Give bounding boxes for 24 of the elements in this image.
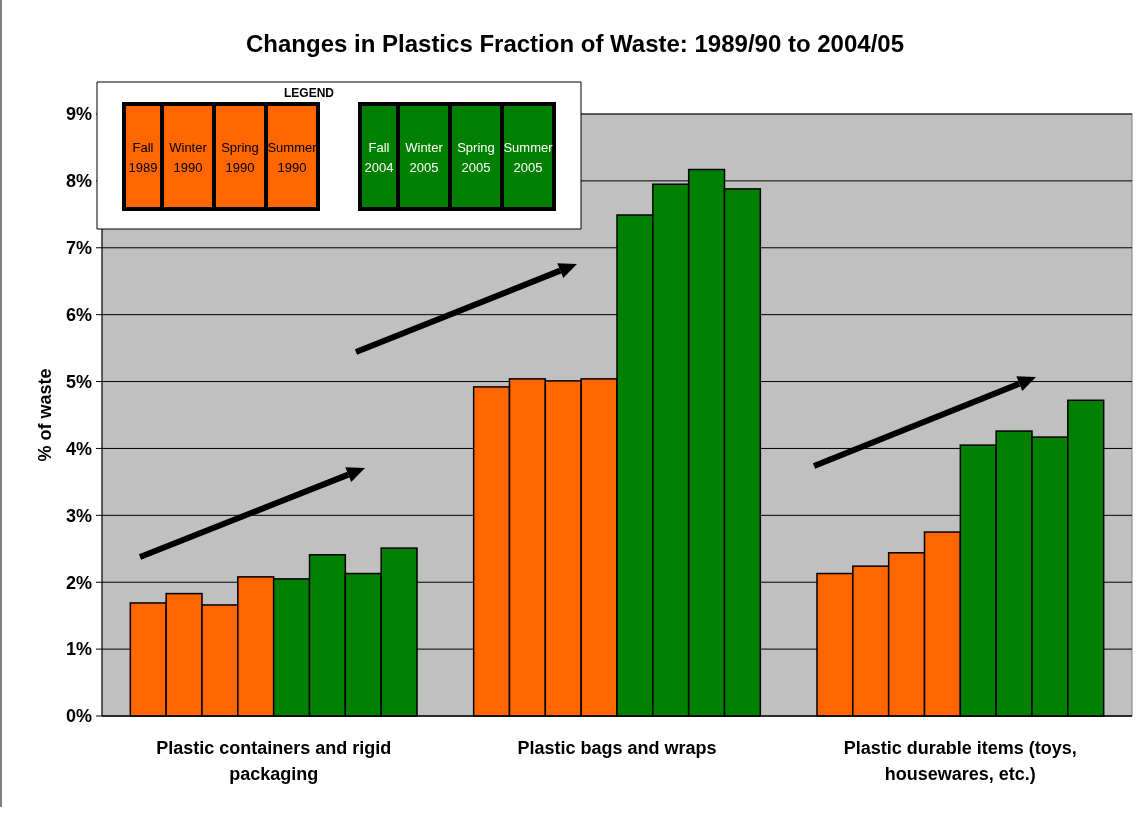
x-tick-label: Plastic bags and wraps: [517, 738, 717, 758]
y-tick-label: 4%: [65, 438, 92, 459]
legend-label: Fall 2004: [364, 140, 394, 175]
legend-label: Fall 1989: [128, 140, 158, 175]
y-tick-label: 5%: [65, 371, 92, 392]
x-tick-label: Plastic containers and rigid packaging: [156, 738, 392, 784]
legend-label: Spring 2005: [457, 140, 495, 175]
y-tick-label: 2%: [65, 572, 92, 593]
y-tick-label: 8%: [65, 171, 92, 192]
legend-title: LEGEND: [283, 86, 335, 100]
legend-label: Summer 2005: [503, 140, 554, 175]
y-tick-label: 9%: [65, 104, 92, 125]
y-tick-label: 6%: [65, 304, 92, 325]
y-tick-label: 3%: [65, 505, 92, 526]
y-tick-label: 7%: [65, 238, 92, 259]
chart-title: Changes in Plastics Fraction of Waste: 1989/90 to 2004/05: [245, 30, 905, 57]
legend-label: Spring 1990: [221, 140, 259, 175]
legend-label: Summer 1990: [267, 140, 318, 175]
y-axis-title: % of waste: [35, 368, 56, 462]
y-tick-label: 1%: [65, 639, 92, 660]
x-tick-label: Plastic durable items (toys, housewares, etc.): [843, 738, 1077, 784]
y-tick-label: 0%: [65, 706, 92, 727]
legend-label: Winter 2005: [405, 140, 444, 175]
legend-label: Winter 1990: [169, 140, 208, 175]
